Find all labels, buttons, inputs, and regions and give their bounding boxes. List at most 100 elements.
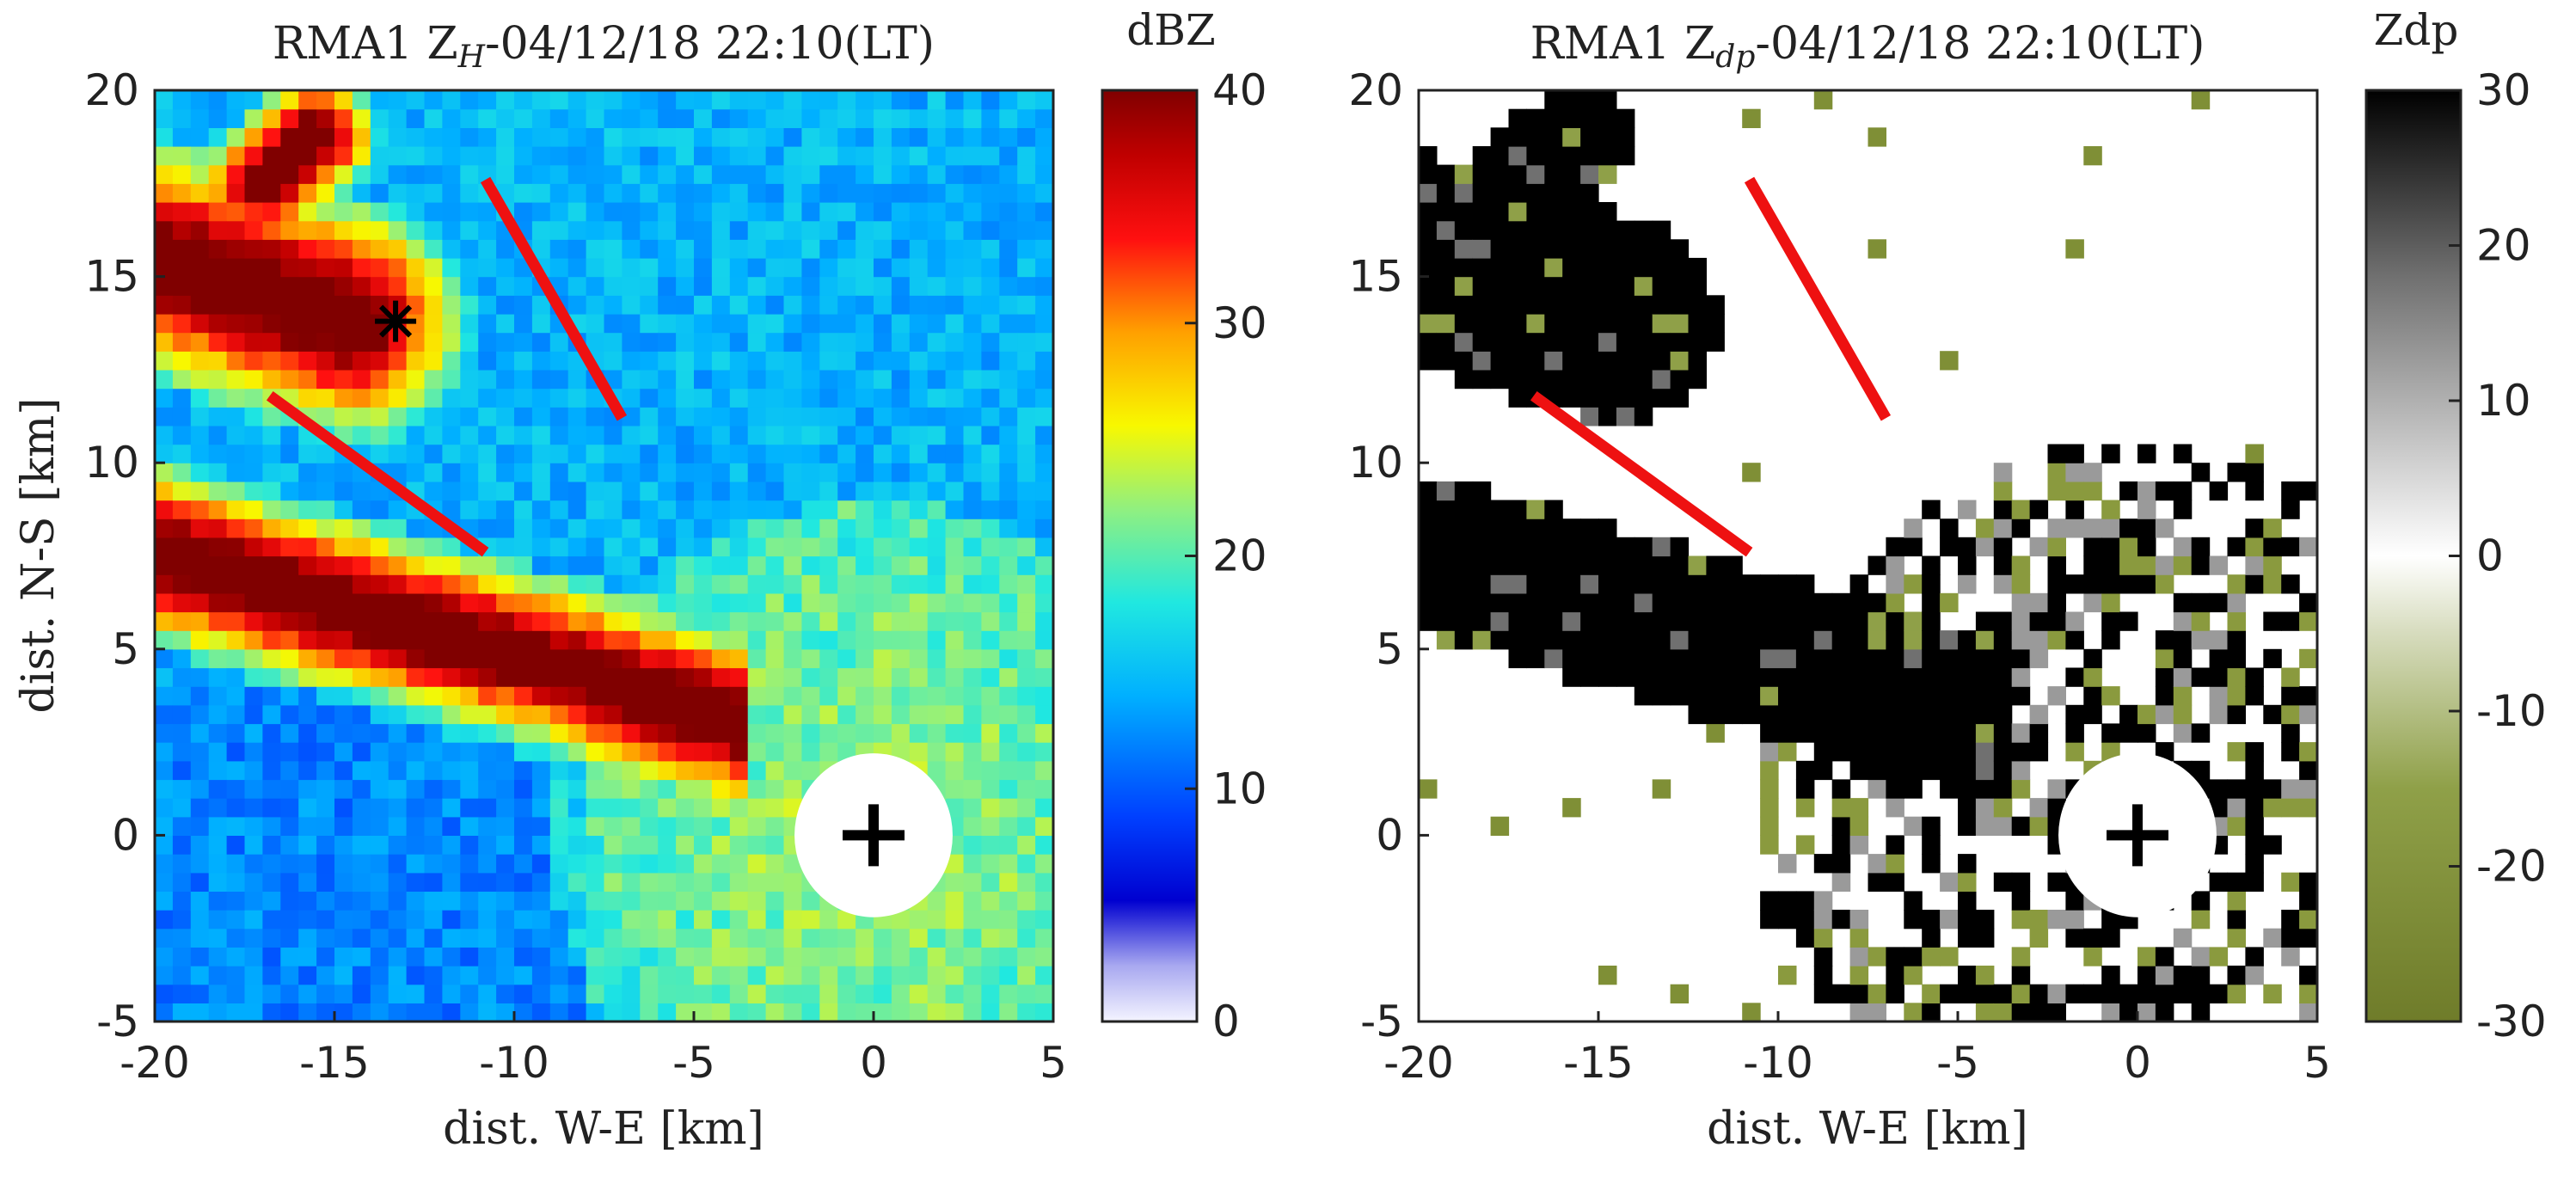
radar-cell [783, 127, 802, 147]
radar-cell [747, 444, 767, 463]
radar-cell [172, 90, 192, 110]
radar-cell [729, 984, 749, 1003]
radar-cell [442, 798, 461, 818]
radar-cell [208, 910, 228, 930]
radar-cell [604, 276, 623, 296]
radar-cell [514, 351, 533, 371]
radar-cell [2227, 574, 2246, 594]
radar-cell [352, 966, 371, 985]
radar-cell [963, 928, 982, 948]
radar-cell [658, 742, 677, 762]
radar-cell [999, 928, 1018, 948]
radar-cell [1035, 239, 1053, 259]
radar-cell [1472, 276, 1492, 296]
radar-cell [729, 910, 749, 930]
radar-cell [1598, 407, 1617, 426]
radar-cell [640, 686, 659, 706]
radar-cell [478, 872, 497, 892]
radar-cell [1868, 704, 1886, 725]
radar-cell [586, 500, 605, 519]
reflectivity-x-tick-label: 0 [860, 1038, 887, 1088]
radar-cell [676, 108, 695, 128]
radar-cell [2155, 742, 2174, 762]
radar-cell [2173, 648, 2193, 669]
radar-cell [531, 816, 551, 836]
radar-cell [478, 816, 497, 836]
radar-cell [2263, 537, 2282, 557]
radar-cell [442, 351, 461, 371]
radar-cell [172, 202, 192, 222]
radar-cell [226, 667, 246, 687]
radar-cell [801, 500, 820, 519]
radar-cell [927, 351, 947, 371]
radar-cell [496, 760, 515, 781]
radar-cell [1616, 611, 1635, 631]
radar-cell [280, 742, 299, 762]
radar-cell [2083, 648, 2102, 669]
radar-cell [1975, 760, 1995, 781]
radar-cell [1562, 239, 1581, 259]
radar-cell [370, 164, 389, 184]
radar-cell [226, 202, 246, 222]
radar-cell [298, 108, 317, 128]
radar-cell [2119, 518, 2138, 538]
radar-cell [891, 910, 911, 930]
radar-cell [1670, 239, 1690, 259]
radar-cell [945, 332, 965, 352]
radar-cell [370, 984, 389, 1003]
radar-cell [604, 90, 623, 110]
radar-cell [2029, 1003, 2049, 1022]
radar-cell [1526, 257, 1545, 278]
radar-cell [856, 146, 874, 166]
radar-cell [927, 295, 947, 315]
radar-cell [909, 407, 929, 426]
radar-cell [999, 239, 1018, 259]
radar-cell [460, 854, 479, 874]
radar-cell [406, 425, 426, 445]
radar-cell [729, 351, 749, 371]
radar-cell [1688, 704, 1707, 725]
zdp-colorbar-tick-label: -10 [2476, 686, 2547, 736]
radar-cell [155, 444, 174, 463]
radar-cell [262, 183, 281, 203]
radar-cell [856, 537, 874, 557]
radar-cell [747, 686, 767, 706]
radar-cell [352, 630, 371, 650]
radar-cell [298, 966, 317, 985]
zdp-plot-area [1419, 90, 2317, 1022]
radar-cell [208, 463, 228, 482]
radar-cell [747, 779, 767, 799]
radar-cell [1813, 928, 1833, 948]
radar-cell [262, 518, 281, 538]
radar-cell [2245, 481, 2264, 501]
radar-cell [424, 779, 443, 799]
radar-cell [1688, 592, 1707, 613]
radar-cell [442, 910, 461, 930]
radar-cell [604, 164, 623, 184]
radar-cell [1778, 742, 1797, 762]
radar-cell [406, 164, 426, 184]
radar-cell [1993, 798, 2013, 818]
radar-cell [622, 816, 641, 836]
radar-cell [981, 574, 1000, 594]
radar-cell [1580, 257, 1599, 278]
radar-cell [963, 90, 982, 110]
radar-cell [945, 592, 965, 613]
radar-cell [711, 444, 731, 463]
radar-cell [999, 108, 1018, 128]
radar-cell [567, 648, 587, 669]
radar-cell [1419, 202, 1438, 222]
radar-cell [676, 742, 695, 762]
radar-cell [909, 630, 929, 650]
radar-cell [1436, 574, 1456, 594]
radar-cell [747, 910, 767, 930]
radar-cell [747, 257, 767, 278]
radar-cell [280, 555, 299, 575]
radar-cell [1634, 574, 1653, 594]
radar-cell [1562, 388, 1581, 408]
radar-cell [1940, 537, 1959, 557]
radar-cell [1035, 257, 1053, 278]
radar-cell [2047, 630, 2066, 650]
radar-cell [711, 351, 731, 371]
radar-cell [208, 90, 228, 110]
